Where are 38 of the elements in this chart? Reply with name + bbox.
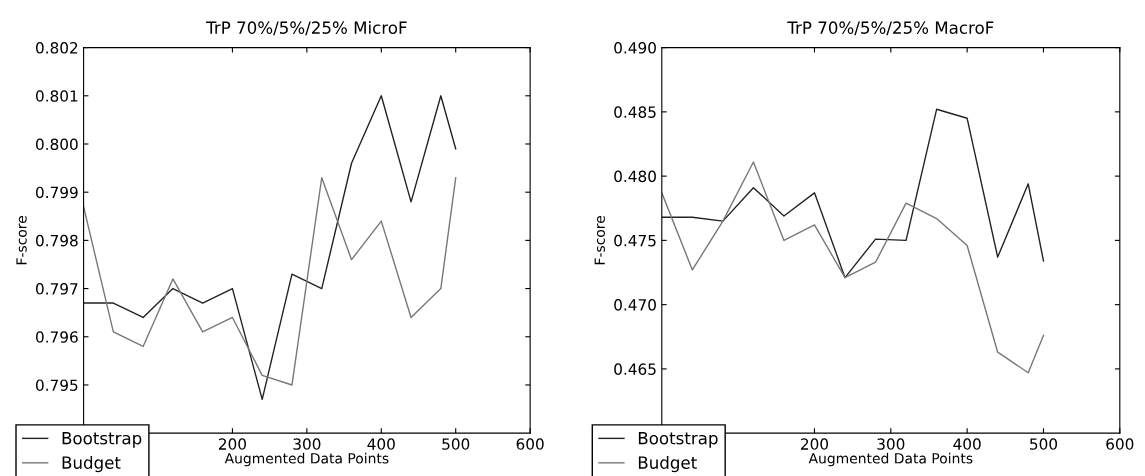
- y-tick-label: 0.470: [614, 299, 656, 311]
- y-tick-label: 0.796: [35, 331, 78, 343]
- y-axis-title: F-score: [594, 215, 605, 265]
- y-tick-label: 0.480: [614, 170, 656, 183]
- x-tick-label: 400: [953, 438, 981, 450]
- y-tick-label: 0.465: [614, 363, 656, 375]
- legend-label: Budget: [62, 456, 121, 473]
- y-tick-label: 0.800: [35, 138, 78, 151]
- line-series: [83, 95, 457, 401]
- legend-label: Bootstrap: [638, 432, 718, 448]
- x-tick-label: 500: [1030, 438, 1058, 450]
- y-tick-label: 0.798: [35, 234, 78, 247]
- line-series: [83, 177, 457, 386]
- y-tick-label: 0.485: [614, 106, 656, 118]
- y-tick-label: 0.799: [35, 186, 78, 199]
- line-series: [661, 108, 1045, 279]
- x-tick-label: 600: [516, 438, 544, 450]
- x-tick-label: 400: [367, 438, 395, 450]
- chart-title: TrP 70%/5%/25% MacroF: [787, 21, 994, 36]
- y-tick-label: 0.797: [35, 283, 78, 295]
- x-tick-label: 300: [877, 438, 905, 450]
- y-tick-label: 0.475: [614, 234, 656, 247]
- legend-label: Bootstrap: [62, 432, 142, 448]
- y-tick-label: 0.802: [35, 42, 78, 54]
- legend-label: Budget: [638, 456, 697, 473]
- y-tick-label: 0.801: [35, 90, 78, 102]
- y-tick-label: 0.795: [35, 379, 78, 391]
- x-tick-label: 200: [218, 438, 246, 450]
- x-tick-label: 600: [1106, 438, 1134, 450]
- chart-title: TrP 70%/5%/25% MicroF: [206, 21, 407, 36]
- x-tick-label: 200: [801, 438, 829, 450]
- y-tick-label: 0.490: [614, 42, 656, 54]
- x-axis-title: Augmented Data Points: [224, 452, 389, 467]
- y-axis-title: F-score: [16, 215, 27, 265]
- x-tick-label: 500: [442, 438, 470, 450]
- x-tick-label: 300: [293, 438, 321, 450]
- line-series: [661, 161, 1045, 374]
- x-axis-title: Augmented Data Points: [808, 452, 973, 467]
